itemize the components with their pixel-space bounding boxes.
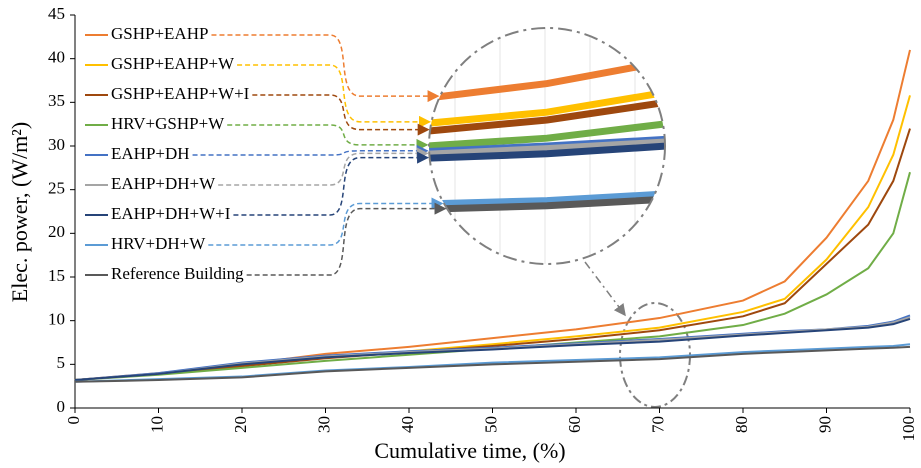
legend-label: GSHP+EAHP+W [111, 54, 235, 73]
legend-label: Reference Building [111, 264, 244, 283]
zoom-circle [428, 27, 666, 265]
series-line [74, 171, 911, 382]
legend-arrow [227, 124, 429, 151]
series-line [74, 345, 911, 383]
y-tick-label: 20 [48, 222, 65, 241]
y-tick-label: 35 [48, 91, 65, 110]
x-tick-label: 90 [815, 416, 834, 433]
x-axis-label: Cumulative time, (%) [374, 438, 565, 463]
legend-label: GSHP+EAHP+W+I [111, 84, 250, 103]
legend-arrow [208, 197, 444, 246]
series-line [74, 128, 911, 382]
x-tick-label: 60 [565, 416, 584, 433]
y-tick-label: 40 [48, 48, 65, 67]
legend-label: HRV+DH+W [111, 234, 206, 253]
x-tick-label: 70 [648, 416, 667, 433]
y-tick-label: 15 [48, 266, 65, 285]
legend-arrow [211, 34, 440, 103]
zoom-connector [584, 261, 626, 317]
y-tick-label: 10 [48, 310, 65, 329]
x-tick-label: 0 [64, 416, 83, 425]
x-tick-label: 30 [314, 416, 333, 433]
legend-label: HRV+GSHP+W [111, 114, 225, 133]
y-tick-label: 5 [57, 353, 66, 372]
y-tick-label: 30 [48, 135, 65, 154]
series-line [74, 317, 911, 382]
x-tick-label: 50 [481, 416, 500, 433]
legend-label: EAHP+DH+W+I [111, 204, 231, 223]
legend-arrow [218, 147, 429, 186]
legend-label: EAHP+DH [111, 144, 190, 163]
legend-arrow [233, 151, 430, 216]
x-tick-label: 80 [732, 416, 751, 433]
x-tick-label: 20 [231, 416, 250, 433]
x-tick-label: 40 [398, 416, 417, 433]
y-tick-label: 45 [48, 4, 65, 23]
x-tick-label: 10 [147, 416, 166, 433]
legend-arrow [192, 144, 429, 157]
x-tick-label: 100 [899, 416, 918, 442]
legend-arrow [246, 202, 447, 276]
legend-arrow [237, 64, 432, 128]
y-axis-label: Elec. power, (W/m²) [7, 122, 32, 302]
y-tick-label: 25 [48, 179, 65, 198]
legend-label: EAHP+DH+W [111, 174, 216, 193]
legend-label: GSHP+EAHP [111, 24, 208, 43]
y-tick-label: 0 [57, 397, 66, 416]
